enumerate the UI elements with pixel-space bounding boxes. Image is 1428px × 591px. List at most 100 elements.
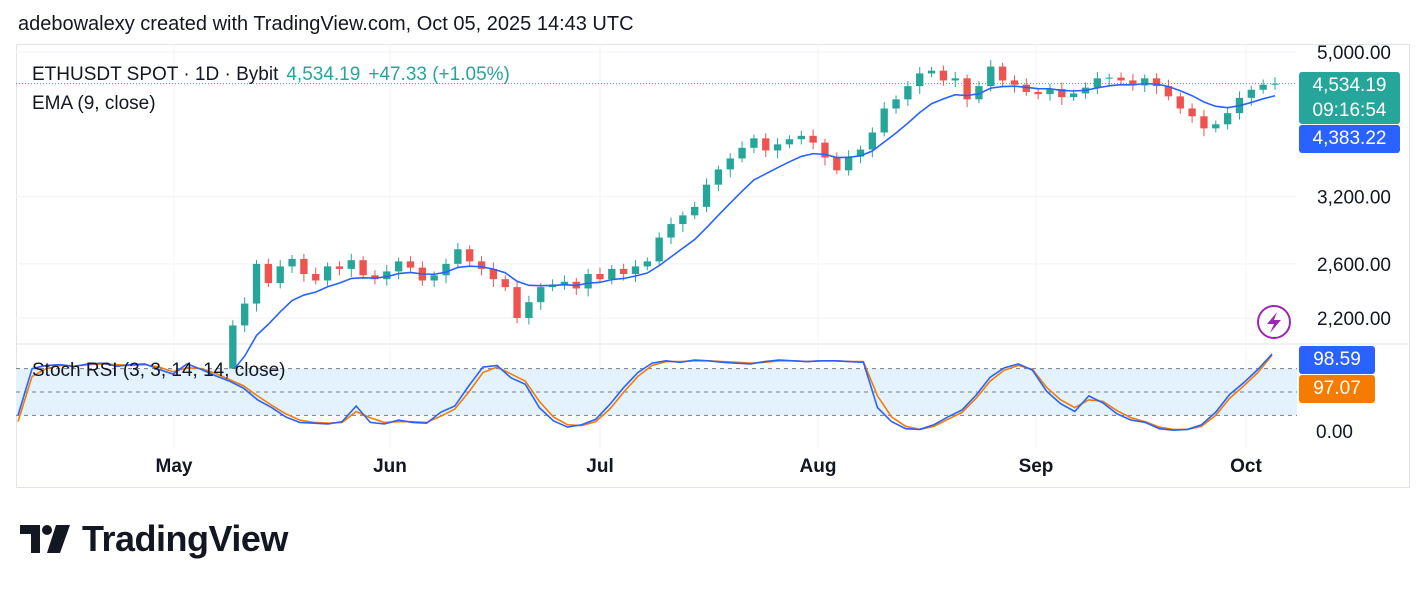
candle-body [951,78,959,81]
stoch-k-tag: 98.59 [1299,346,1375,374]
candle-body [880,108,888,133]
candle [300,253,308,282]
candle [1010,75,1019,93]
candle [1200,109,1208,137]
candle [466,245,474,267]
candle [726,153,734,178]
candle-countdown: 09:16:54 [1312,100,1387,121]
candle [442,258,450,284]
candle-body [726,158,734,170]
candle-body [1058,89,1066,98]
candle-body [631,266,640,274]
candle-body [1117,77,1125,81]
candle-body [904,86,912,100]
candle-body [702,184,711,207]
stoch-d-line [17,354,1273,431]
candle-body [1212,124,1220,129]
candle-body [1176,96,1184,109]
candle [1212,120,1220,133]
tradingview-logo[interactable]: TradingView [20,518,288,560]
candle-body [442,263,450,276]
candle-body [998,66,1007,81]
candle [489,262,498,288]
candle-body [300,258,308,274]
candle-body [513,287,521,318]
candle [394,257,403,280]
symbol-title[interactable]: ETHUSDT SPOT · 1D · Bybit [32,63,279,85]
month-label: Jun [373,456,407,477]
candle [252,260,261,312]
candle [1105,73,1113,87]
candle-body [892,99,900,109]
price-axis-tick: 5,000.00 [1317,43,1391,64]
chart-credit: adebowalexy created with TradingView.com… [18,13,634,35]
candle [631,259,640,282]
candle-body [430,275,438,281]
candle-body [312,273,320,281]
month-label: Sep [1019,456,1054,477]
candle [833,152,841,175]
candle-body [1271,83,1279,85]
candle-body [773,144,782,151]
candle [537,283,545,311]
candle-body [868,132,877,150]
candle [406,256,415,272]
candle [312,267,320,285]
candle-body [987,66,995,87]
candle [762,133,770,157]
candle-body [750,138,758,148]
candle-body [821,142,829,158]
candle [702,178,711,213]
candle-body [383,271,391,280]
chart-frame[interactable] [16,44,1410,488]
ema-legend-label[interactable]: EMA (9, close) [32,92,156,114]
candle-body [608,268,616,280]
candle [1117,72,1125,85]
candle [643,257,652,271]
month-label: Jul [586,456,613,477]
candle [916,67,924,95]
candle [856,145,865,164]
candle [1223,108,1232,130]
candle-body [323,266,332,281]
candle [691,201,699,220]
candle-body [1070,93,1078,98]
candle [750,134,758,154]
price-axis-tick: 2,200.00 [1317,309,1391,330]
price-axis-tick: 3,200.00 [1317,188,1391,209]
lightning-icon-bolt [1267,312,1281,333]
last-price-value: 4,534.19 [1312,75,1387,96]
candle [998,62,1007,87]
month-label: Oct [1230,456,1262,477]
candle-body [1152,78,1161,87]
candle [951,71,959,87]
candle [987,60,995,92]
candle [1034,88,1042,100]
candle [939,65,948,86]
last-price-tag: 4,534.19 09:16:54 [1299,72,1400,124]
candle [335,261,344,276]
candle [963,74,971,108]
candle [1129,74,1137,91]
candle [276,259,284,289]
candle-body [347,260,355,269]
candle-body [501,279,509,288]
time-axis-labels: May Jun Jul Aug Sep Oct [156,456,1263,477]
candle [1046,83,1054,101]
stoch-rsi-legend-label[interactable]: Stoch RSI (3, 3, 14, 14, close) [32,360,286,381]
candle [241,297,249,332]
candle-body [264,263,273,284]
ema-value-tag: 4,383.22 [1299,125,1400,153]
candle-body [359,260,367,276]
candle [785,135,794,149]
candle [525,295,533,325]
candle [347,253,355,277]
candle-body [1022,84,1030,92]
candle-body [276,266,284,284]
candle [359,256,367,280]
legend-change: +47.33 (+1.05%) [368,63,510,85]
candle-body [252,263,261,304]
candle-body [489,268,498,280]
lightning-icon[interactable] [1257,305,1291,339]
